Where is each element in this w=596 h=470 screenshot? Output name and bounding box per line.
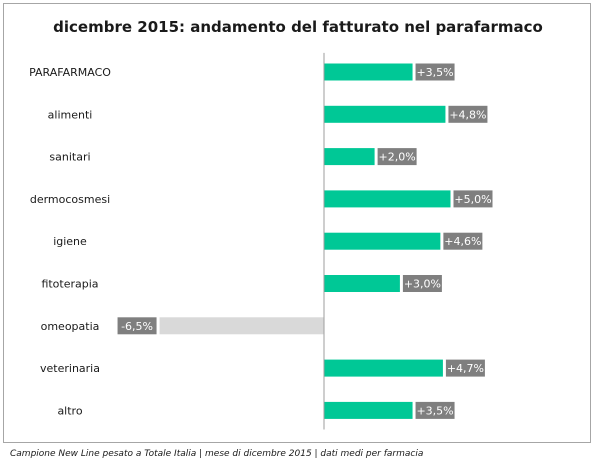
bar (324, 63, 413, 81)
category-label: sanitari (49, 151, 90, 164)
bar (324, 359, 443, 377)
data-label-box (443, 232, 483, 250)
data-label-box (448, 105, 488, 123)
data-label-box (415, 63, 455, 81)
category-label: omeopatia (41, 320, 100, 333)
category-label: altro (57, 404, 82, 417)
category-label: fitoterapia (41, 278, 98, 291)
data-label: +5,0% (454, 193, 491, 206)
data-label: +3,0% (404, 278, 441, 291)
data-label: +4,7% (447, 362, 484, 375)
bar (324, 232, 441, 250)
data-label-box (453, 190, 493, 208)
category-label: alimenti (48, 108, 93, 121)
data-label-box (445, 359, 485, 377)
footnote: Campione New Line pesato a Totale Italia… (10, 449, 424, 459)
data-label: +2,0% (379, 151, 416, 164)
bar (324, 275, 400, 292)
category-label: veterinaria (40, 362, 100, 375)
bar (159, 317, 324, 335)
bar (324, 105, 446, 123)
data-label-box (402, 275, 442, 292)
category-label: igiene (53, 235, 87, 248)
chart-title: dicembre 2015: andamento del fatturato n… (53, 18, 543, 36)
data-label-box (117, 317, 157, 335)
data-label: +3,5% (416, 66, 453, 79)
category-label: PARAFARMACO (29, 66, 111, 79)
bar (324, 190, 451, 208)
data-label: +3,5% (416, 404, 453, 417)
data-label-box (415, 401, 455, 419)
data-label: +4,6% (444, 235, 481, 248)
chart-frame: dicembre 2015: andamento del fatturato n… (3, 3, 591, 443)
data-label: +4,8% (449, 108, 486, 121)
data-label: -6,5% (121, 320, 153, 333)
bar (324, 148, 375, 166)
data-label-box (377, 148, 417, 166)
bar (324, 401, 413, 419)
category-label: dermocosmesi (30, 193, 110, 206)
